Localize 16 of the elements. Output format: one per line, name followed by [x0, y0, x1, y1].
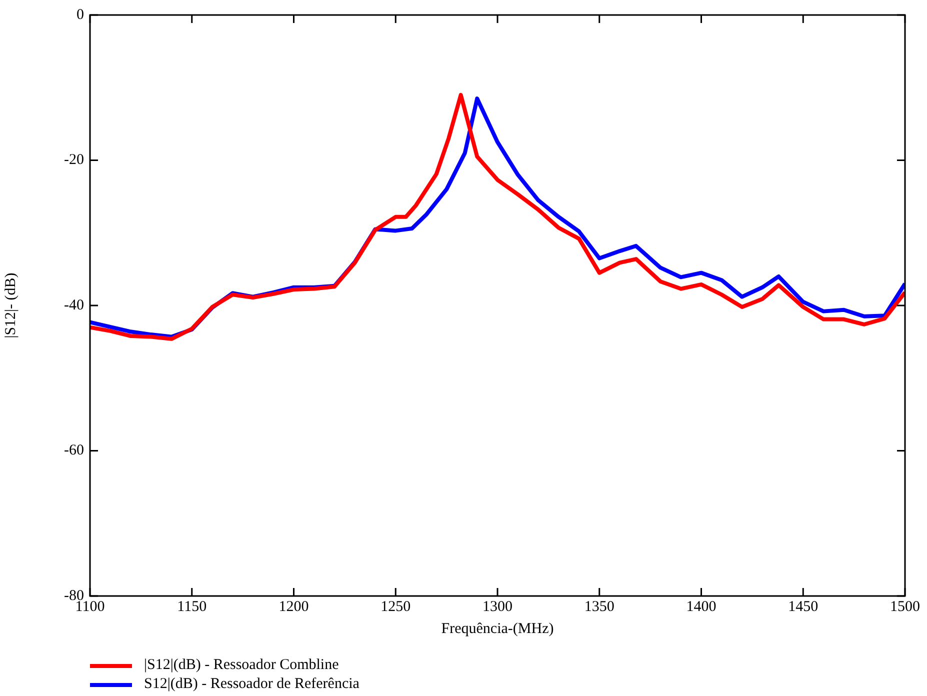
- x-tick-label: 1350: [584, 598, 614, 615]
- y-tick-label: 0: [76, 6, 84, 23]
- y-tick-label: -60: [64, 442, 84, 459]
- y-tick-label: -20: [64, 152, 84, 168]
- x-axis-title: Frequência-(MHz): [441, 620, 554, 637]
- y-tick-label: -40: [64, 297, 84, 314]
- y-axis-title: |S12|- (dB): [2, 272, 19, 338]
- x-tick-label: 1200: [278, 598, 309, 615]
- x-tick-label: 1400: [686, 598, 716, 615]
- x-tick-label: 1450: [788, 598, 818, 615]
- x-tick-label: 1500: [890, 598, 920, 615]
- x-tick-label: 1150: [177, 598, 207, 615]
- x-tick-label: 1300: [482, 598, 512, 615]
- legend-label: |S12|(dB) - Ressoador Combline: [144, 656, 339, 675]
- x-tick-label: 1250: [380, 598, 411, 615]
- legend-label: S12|(dB) - Ressoador de Referência: [144, 675, 360, 694]
